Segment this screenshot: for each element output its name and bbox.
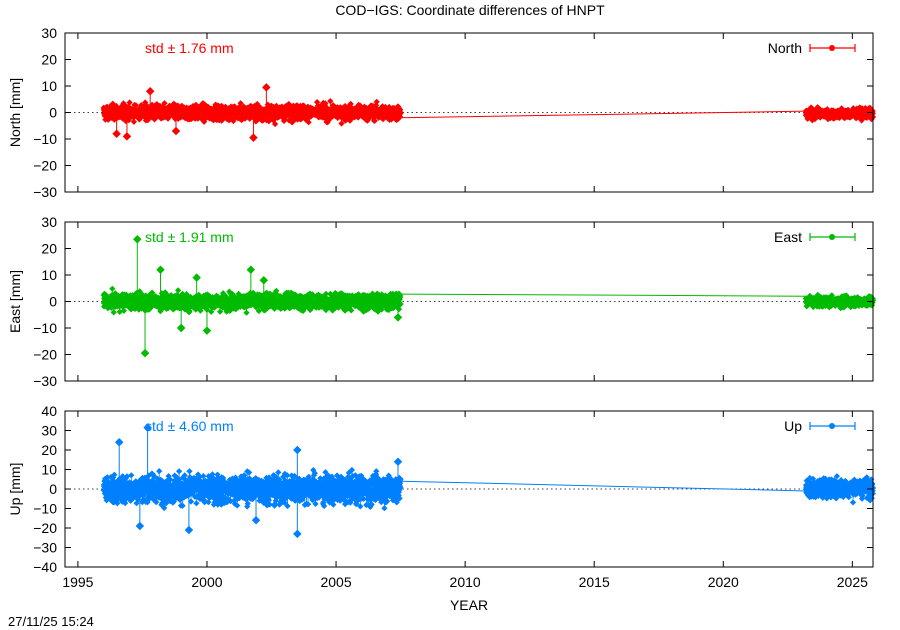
data-segment <box>802 291 877 312</box>
y-tick-label: 30 <box>41 25 57 41</box>
data-segment <box>100 234 404 358</box>
outlier-point <box>171 126 181 136</box>
outlier-point <box>246 265 256 274</box>
legend-marker <box>829 45 835 51</box>
outlier-point <box>122 132 132 141</box>
outlier-point <box>176 323 186 333</box>
legend-label: North <box>768 40 802 56</box>
data-point <box>243 309 250 316</box>
outlier-point <box>393 313 403 322</box>
y-axis-label: East [mm] <box>7 270 23 333</box>
data-point <box>132 102 140 109</box>
y-tick-label: 0 <box>49 105 57 121</box>
outlier-point <box>140 348 150 358</box>
data-point <box>237 100 244 107</box>
outlier-point <box>202 326 212 335</box>
y-tick-label: −30 <box>33 373 57 389</box>
series-east <box>100 234 877 358</box>
y-tick-label: −10 <box>33 320 57 336</box>
y-tick-label: 30 <box>41 214 57 230</box>
y-tick-label: −30 <box>33 184 57 200</box>
gap-connector-line <box>400 480 806 492</box>
legend-marker <box>829 234 835 240</box>
data-point <box>128 472 135 479</box>
y-tick-label: 20 <box>41 241 57 257</box>
data-segment <box>100 83 404 142</box>
data-point <box>161 100 168 107</box>
gap-connector-line <box>400 110 806 119</box>
std-annotation: std ± 1.76 mm <box>145 40 234 56</box>
outlier-point <box>133 234 142 244</box>
data-point <box>193 500 200 507</box>
data-point <box>175 468 183 475</box>
legend-label: East <box>774 229 802 245</box>
std-annotation: std ± 1.91 mm <box>145 229 234 245</box>
outlier-point <box>249 133 258 142</box>
y-tick-label: 0 <box>49 294 57 310</box>
data-point <box>109 285 116 292</box>
outlier-point <box>145 87 155 96</box>
data-segment <box>802 104 877 124</box>
chart-title: COD−IGS: Coordinate differences of HNPT <box>335 2 605 18</box>
y-tick-label: 20 <box>41 52 57 68</box>
y-tick-label: −20 <box>33 158 57 174</box>
east-panel: −30 −20 −10 0 10 20 30 East [mm] std ± 1.91 mm Ea… <box>7 214 877 389</box>
y-tick-label: −20 <box>33 347 57 363</box>
data-point <box>126 99 133 106</box>
outlier-point <box>112 129 121 138</box>
data-point <box>130 118 138 125</box>
data-point <box>156 467 163 475</box>
y-tick-label: 10 <box>41 78 57 94</box>
north-panel: −30 −20 −10 0 10 20 30 North [mm] std ± 1.76 mm N… <box>7 25 877 200</box>
outlier-point <box>192 273 201 282</box>
y-tick-label: 10 <box>41 267 57 283</box>
series-up <box>100 423 877 539</box>
outlier-point <box>156 265 165 274</box>
series-north <box>100 83 877 142</box>
data-point <box>174 287 182 294</box>
outlier-point <box>259 276 269 285</box>
y-tick-label: −10 <box>33 131 57 147</box>
data-point <box>186 468 193 475</box>
outlier-point <box>262 83 271 92</box>
data-segment <box>100 423 404 539</box>
gap-connector-line <box>400 293 806 297</box>
y-axis-label: North [mm] <box>7 78 23 147</box>
